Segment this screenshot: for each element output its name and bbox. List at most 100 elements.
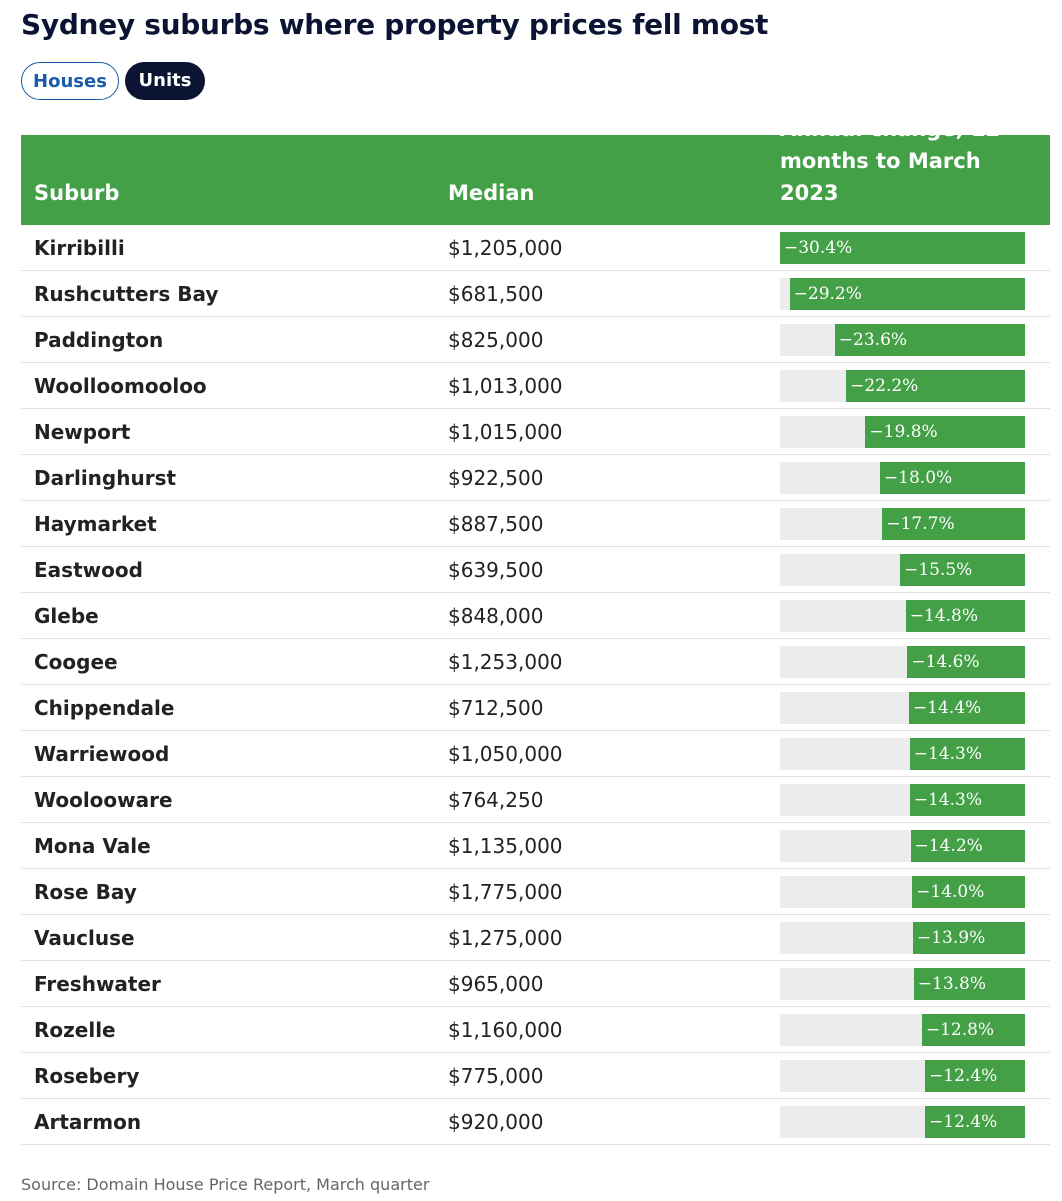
bar-track: −18.0%	[780, 462, 1025, 494]
suburb: Chippendale	[34, 696, 175, 720]
column-header: Median	[448, 181, 535, 205]
suburb: Paddington	[34, 328, 164, 352]
bar-track: −22.2%	[780, 370, 1025, 402]
median: $1,253,000	[448, 650, 563, 674]
table-row: Paddington $825,000 −23.6%	[21, 317, 1050, 363]
value-label: −13.8%	[917, 974, 987, 994]
median: $639,500	[448, 558, 544, 582]
suburb: Vaucluse	[34, 926, 135, 950]
bar-track: −29.2%	[780, 278, 1025, 310]
table-row: Artarmon $920,000 −12.4%	[21, 1099, 1050, 1145]
tab-houses[interactable]: Houses	[21, 62, 119, 100]
value-label: −23.6%	[838, 330, 908, 350]
bar-track: −12.4%	[780, 1060, 1025, 1092]
suburb: Glebe	[34, 604, 99, 628]
bar	[905, 600, 1025, 632]
median: $1,775,000	[448, 880, 563, 904]
table-row: Eastwood $639,500 −15.5%	[21, 547, 1050, 593]
bar	[925, 1106, 1025, 1138]
bar-track: −19.8%	[780, 416, 1025, 448]
table-row: Woolooware $764,250 −14.3%	[21, 777, 1050, 823]
table-row: Freshwater $965,000 −13.8%	[21, 961, 1050, 1007]
bar-track: −14.4%	[780, 692, 1025, 724]
value-label: −30.4%	[784, 238, 853, 258]
bar	[789, 278, 1025, 310]
suburb: Rozelle	[34, 1018, 116, 1042]
median: $1,160,000	[448, 1018, 563, 1042]
bar-track: −13.9%	[780, 922, 1025, 954]
suburb: Haymarket	[34, 512, 157, 536]
table-row: Mona Vale $1,135,000 −14.2%	[21, 823, 1050, 869]
median: $1,013,000	[448, 374, 563, 398]
bar-track: −13.8%	[780, 968, 1025, 1000]
suburb: Eastwood	[34, 558, 143, 582]
suburb: Rushcutters Bay	[34, 282, 219, 306]
median: $764,250	[448, 788, 544, 812]
bar-track: −14.8%	[780, 600, 1025, 632]
title: Sydney suburbs where property prices fel…	[21, 8, 769, 41]
bar	[910, 830, 1025, 862]
table-row: Rosebery $775,000 −12.4%	[21, 1053, 1050, 1099]
bar	[907, 646, 1025, 678]
table-row: Darlinghurst $922,500 −18.0%	[21, 455, 1050, 501]
median: $825,000	[448, 328, 544, 352]
table-row: Newport $1,015,000 −19.8%	[21, 409, 1050, 455]
bar-track: −17.7%	[780, 508, 1025, 540]
value-label: −18.0%	[883, 468, 953, 488]
bar	[780, 232, 1025, 264]
value-label: −14.4%	[912, 698, 982, 718]
bar	[846, 370, 1025, 402]
table-row: Rose Bay $1,775,000 −14.0%	[21, 869, 1050, 915]
bar	[912, 876, 1025, 908]
suburb: Woolloomooloo	[34, 374, 207, 398]
column-header: Suburb	[34, 181, 120, 205]
bar-track: −14.3%	[780, 738, 1025, 770]
bar-track: −12.8%	[780, 1014, 1025, 1046]
table-row: Warriewood $1,050,000 −14.3%	[21, 731, 1050, 777]
value-label: −14.8%	[909, 606, 978, 626]
value-label: −12.8%	[925, 1020, 995, 1040]
table-row: Chippendale $712,500 −14.4%	[21, 685, 1050, 731]
bar	[882, 508, 1025, 540]
value-label: −15.5%	[904, 560, 973, 580]
bar	[921, 1014, 1025, 1046]
bar-track: −14.3%	[780, 784, 1025, 816]
suburb: Woolooware	[34, 788, 173, 812]
suburb: Kirribilli	[34, 236, 125, 260]
value-label: −19.8%	[869, 422, 938, 442]
table-row: Woolloomooloo $1,013,000 −22.2%	[21, 363, 1050, 409]
table-row: Rozelle $1,160,000 −12.8%	[21, 1007, 1050, 1053]
median: $965,000	[448, 972, 544, 996]
median: $1,050,000	[448, 742, 563, 766]
suburb: Darlinghurst	[34, 466, 177, 490]
median: $887,500	[448, 512, 544, 536]
suburb: Coogee	[34, 650, 118, 674]
median: $1,015,000	[448, 420, 563, 444]
bar-track: −14.2%	[780, 830, 1025, 862]
bar-track: −14.0%	[780, 876, 1025, 908]
table-row: Rushcutters Bay $681,500 −29.2%	[21, 271, 1050, 317]
suburb: Freshwater	[34, 972, 161, 996]
tab-units[interactable]: Units	[125, 62, 205, 100]
median: $1,275,000	[448, 926, 563, 950]
bar-track: −14.6%	[780, 646, 1025, 678]
value-label: −12.4%	[929, 1066, 998, 1086]
bar	[908, 692, 1025, 724]
column-header: Annual change, 12 months to March 2023	[780, 117, 1001, 205]
bar	[900, 554, 1025, 586]
value-label: −12.4%	[929, 1112, 998, 1132]
median: $922,500	[448, 466, 544, 490]
bar	[865, 416, 1025, 448]
suburb: Rosebery	[34, 1064, 140, 1088]
table-row: Coogee $1,253,000 −14.6%	[21, 639, 1050, 685]
value-label: −13.9%	[916, 928, 986, 948]
median: $681,500	[448, 282, 544, 306]
bar	[909, 738, 1025, 770]
median: $775,000	[448, 1064, 544, 1088]
bar-track: −23.6%	[780, 324, 1025, 356]
median: $920,000	[448, 1110, 544, 1134]
bar	[912, 922, 1025, 954]
bar-track: −30.4%	[780, 232, 1025, 264]
value-label: −14.6%	[911, 652, 980, 672]
